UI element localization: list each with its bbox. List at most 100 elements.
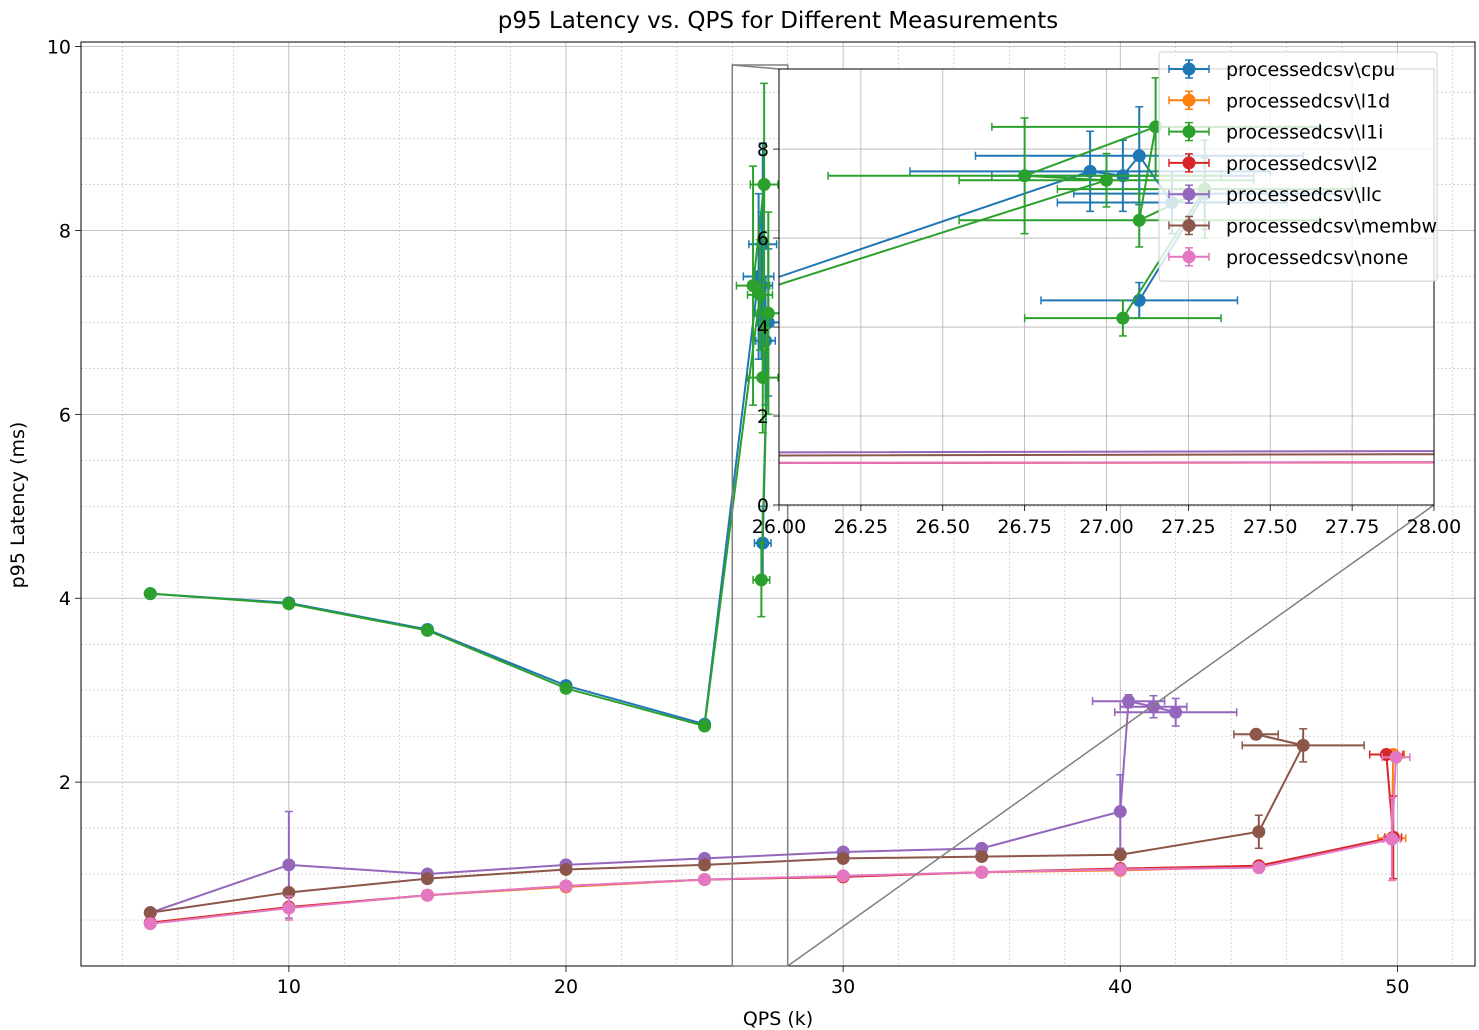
inset-x-tick-label: 27.25 xyxy=(1161,516,1215,538)
series-processedcsv\membw xyxy=(143,727,1365,920)
legend-label: processedcsv\l1i xyxy=(1226,122,1383,144)
data-point xyxy=(1018,169,1032,183)
series-line xyxy=(150,754,1395,924)
legend-box xyxy=(1158,51,1438,282)
data-point xyxy=(1116,311,1130,325)
data-point xyxy=(756,371,770,385)
x-tick-label: 50 xyxy=(1385,976,1409,998)
y-tick-label: 2 xyxy=(59,772,71,794)
legend-marker xyxy=(1182,156,1196,170)
legend-marker xyxy=(1182,187,1196,201)
data-point xyxy=(1113,848,1127,862)
legend-marker xyxy=(1182,250,1196,264)
inset-x-tick-label: 26.25 xyxy=(834,516,888,538)
data-point xyxy=(445,457,458,470)
data-point xyxy=(754,573,768,587)
data-point xyxy=(420,888,434,902)
data-point xyxy=(282,597,296,611)
data-point xyxy=(836,851,850,865)
data-point xyxy=(698,873,712,887)
data-point xyxy=(753,288,767,302)
data-point xyxy=(1083,164,1097,178)
legend-label: processedcsv\llc xyxy=(1226,184,1382,206)
inset-y-tick-label: 2 xyxy=(757,406,769,428)
y-tick-label: 8 xyxy=(59,220,71,242)
inset-x-tick-label: 26.00 xyxy=(752,516,806,538)
data-point xyxy=(445,446,458,459)
legend-label: processedcsv\none xyxy=(1226,247,1408,269)
inset-x-tick-label: 26.75 xyxy=(997,516,1051,538)
data-point xyxy=(445,457,458,470)
inset-x-tick-label: 27.75 xyxy=(1325,516,1379,538)
inset-x-tick-label: 27.50 xyxy=(1243,516,1297,538)
legend-entry: processedcsv\membw xyxy=(1168,216,1437,238)
zoom-connector-lines xyxy=(731,64,1435,967)
chart-title: p95 Latency vs. QPS for Different Measur… xyxy=(498,8,1058,34)
series-line xyxy=(150,754,1395,924)
series-processedcsv\none xyxy=(143,750,1411,931)
legend-entry: processedcsv\l2 xyxy=(1168,153,1378,175)
legend-entry: processedcsv\none xyxy=(1168,247,1408,269)
x-tick-label: 20 xyxy=(554,976,578,998)
zoom-source-rect xyxy=(731,64,789,967)
legend-label: processedcsv\l2 xyxy=(1226,153,1378,175)
data-point xyxy=(746,279,760,293)
y-tick-label: 6 xyxy=(59,404,71,426)
data-point xyxy=(836,869,850,883)
legend-entry: processedcsv\cpu xyxy=(1168,59,1395,81)
x-axis-label: QPS (k) xyxy=(743,1008,813,1030)
data-point xyxy=(143,906,157,920)
data-point xyxy=(698,858,712,872)
y-tick-label: 4 xyxy=(59,588,71,610)
data-point xyxy=(445,457,458,470)
legend-label: processedcsv\cpu xyxy=(1226,59,1395,81)
data-point xyxy=(761,306,775,320)
legend-entry: processedcsv\l1i xyxy=(1168,122,1383,144)
series-processedcsv\l1i xyxy=(143,82,782,733)
x-tick-label: 30 xyxy=(831,976,855,998)
data-point xyxy=(975,865,989,879)
legend: processedcsv\cpu processedcsv\l1d processe… xyxy=(1158,51,1438,282)
series-processedcsv\cpu xyxy=(143,142,781,731)
data-point xyxy=(1252,861,1266,875)
data-point xyxy=(445,450,458,463)
inset-y-tick-label: 0 xyxy=(757,495,769,517)
y-axis-label: p95 Latency (ms) xyxy=(7,422,29,589)
inset-frame xyxy=(778,68,1435,506)
series-line xyxy=(150,244,770,726)
legend-marker xyxy=(1182,125,1196,139)
inset-y-tick-label: 6 xyxy=(757,228,769,250)
data-point xyxy=(1385,832,1399,846)
data-point xyxy=(559,879,573,893)
data-point xyxy=(282,901,296,915)
data-point xyxy=(1132,213,1146,227)
data-point xyxy=(1389,750,1403,764)
data-point xyxy=(757,178,771,192)
legend-marker xyxy=(1182,93,1196,107)
legend-marker xyxy=(1182,62,1196,76)
series-line xyxy=(150,184,770,728)
data-point xyxy=(559,681,573,695)
data-point xyxy=(1249,727,1263,741)
inset-y-tick-label: 4 xyxy=(757,317,769,339)
data-point xyxy=(1169,705,1183,719)
data-point xyxy=(420,872,434,886)
legend-label: processedcsv\membw xyxy=(1226,216,1437,238)
legend-label: processedcsv\l1d xyxy=(1226,90,1390,112)
data-point xyxy=(143,587,157,601)
legend-marker xyxy=(1182,219,1196,232)
inset-y-tick-label: 8 xyxy=(757,139,769,161)
data-point xyxy=(420,623,434,637)
data-point xyxy=(282,858,296,872)
series-processedcsv\llc xyxy=(143,694,1238,920)
inset-x-tick-label: 26.50 xyxy=(916,516,970,538)
y-tick-label: 10 xyxy=(47,37,71,59)
zoom-connector xyxy=(787,504,1435,967)
data-point xyxy=(143,917,157,931)
zoom-connector xyxy=(732,64,780,70)
data-point xyxy=(1296,738,1310,752)
data-point xyxy=(1122,694,1136,708)
data-point xyxy=(1113,805,1127,819)
data-point xyxy=(559,862,573,876)
